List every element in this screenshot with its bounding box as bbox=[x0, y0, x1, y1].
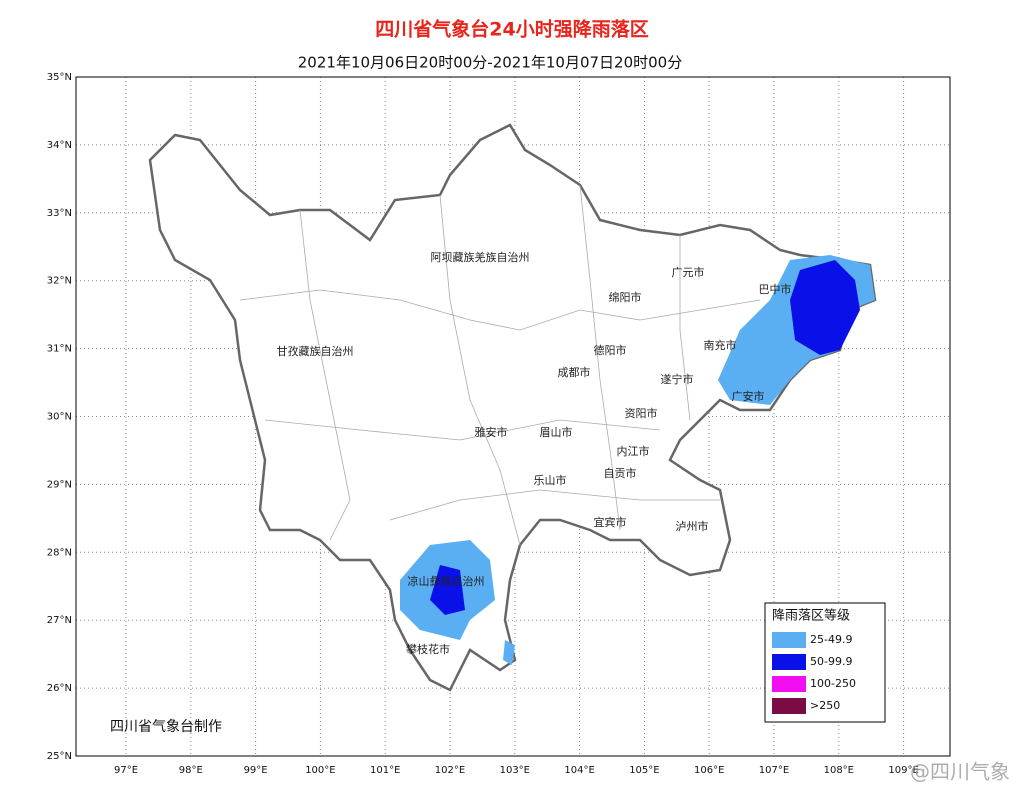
legend-label: >250 bbox=[810, 699, 840, 712]
place-label: 遂宁市 bbox=[661, 372, 694, 386]
lat-label: 30°N bbox=[47, 412, 72, 423]
lon-label: 107°E bbox=[759, 765, 789, 776]
legend-label: 100-250 bbox=[810, 677, 856, 690]
place-label: 资阳市 bbox=[625, 406, 658, 420]
legend-items: 25-49.9 50-99.9 100-250 >250 bbox=[772, 632, 856, 714]
province-outline bbox=[148, 123, 877, 692]
place-labels: 阿坝藏族羌族自治州 广元市 巴中市 绵阳市 甘孜藏族自治州 德阳市 南充市 成都… bbox=[277, 250, 792, 656]
lon-label: 108°E bbox=[824, 765, 854, 776]
subtitle: 2021年10月06日20时00分-2021年10月07日20时00分 bbox=[298, 54, 682, 72]
lon-label: 109°E bbox=[888, 765, 918, 776]
lon-label: 104°E bbox=[564, 765, 594, 776]
place-label: 眉山市 bbox=[540, 425, 573, 439]
map-frame bbox=[75, 76, 951, 757]
place-label: 自贡市 bbox=[604, 466, 637, 480]
lat-label: 33°N bbox=[47, 208, 72, 219]
legend-swatch bbox=[772, 632, 806, 648]
legend-title: 降雨落区等级 bbox=[772, 608, 850, 624]
lat-label: 29°N bbox=[47, 479, 72, 490]
lat-label: 31°N bbox=[47, 344, 72, 355]
place-label: 巴中市 bbox=[759, 282, 792, 296]
rain-area-heavy bbox=[790, 260, 860, 355]
place-label: 甘孜藏族自治州 bbox=[277, 344, 354, 358]
lon-label: 105°E bbox=[629, 765, 659, 776]
legend-label: 25-49.9 bbox=[810, 633, 852, 646]
place-label: 广安市 bbox=[732, 389, 765, 403]
lat-label: 32°N bbox=[47, 276, 72, 287]
legend: 降雨落区等级 25-49.9 50-99.9 100-250 >250 bbox=[764, 602, 886, 723]
lat-label: 28°N bbox=[47, 547, 72, 558]
place-label: 凉山彝族自治州 bbox=[408, 574, 485, 588]
place-label: 成都市 bbox=[558, 365, 591, 379]
place-label: 乐山市 bbox=[534, 473, 567, 487]
legend-swatch bbox=[772, 654, 806, 670]
legend-swatch bbox=[772, 676, 806, 692]
place-label: 广元市 bbox=[672, 265, 705, 279]
place-label: 绵阳市 bbox=[609, 290, 642, 304]
lon-label: 103°E bbox=[500, 765, 530, 776]
lon-label: 98°E bbox=[179, 765, 203, 776]
place-label: 泸州市 bbox=[676, 519, 709, 533]
lat-label: 34°N bbox=[47, 140, 72, 151]
place-label: 内江市 bbox=[617, 444, 650, 458]
place-label: 德阳市 bbox=[594, 343, 627, 357]
lon-label: 106°E bbox=[694, 765, 724, 776]
lon-label: 101°E bbox=[370, 765, 400, 776]
credit: 四川省气象台制作 bbox=[110, 719, 222, 735]
title: 四川省气象台24小时强降雨落区 bbox=[375, 18, 648, 41]
lat-label: 25°N bbox=[47, 751, 72, 762]
watermark: @四川气象 bbox=[910, 760, 1010, 784]
place-label: 宜宾市 bbox=[594, 515, 627, 529]
rain-area-light bbox=[503, 640, 515, 665]
lon-label: 97°E bbox=[114, 765, 138, 776]
lat-label: 35°N bbox=[47, 72, 72, 83]
lon-label: 99°E bbox=[244, 765, 268, 776]
place-label: 攀枝花市 bbox=[406, 642, 450, 656]
rain-area-heavy bbox=[430, 565, 465, 615]
lon-label: 102°E bbox=[435, 765, 465, 776]
place-label: 南充市 bbox=[704, 338, 737, 352]
lon-label: 100°E bbox=[305, 765, 335, 776]
lat-label: 27°N bbox=[47, 615, 72, 626]
place-label: 阿坝藏族羌族自治州 bbox=[431, 250, 530, 264]
legend-label: 50-99.9 bbox=[810, 655, 852, 668]
county-borders bbox=[239, 184, 761, 546]
place-label: 雅安市 bbox=[475, 425, 508, 439]
legend-swatch bbox=[772, 698, 806, 714]
lat-label: 26°N bbox=[47, 683, 72, 694]
